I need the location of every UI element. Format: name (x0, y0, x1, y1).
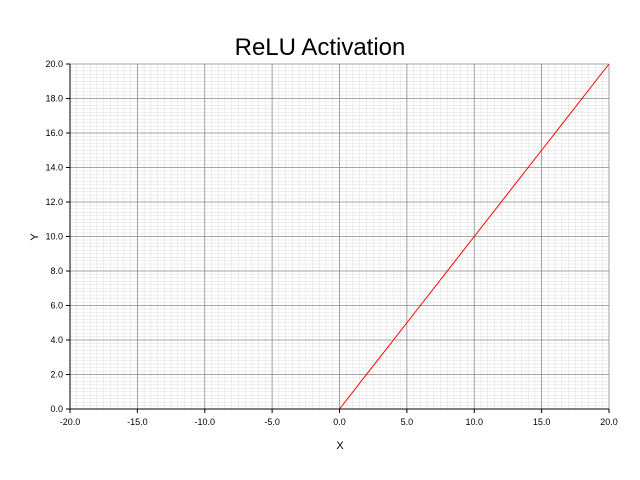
y-tick-label: 6.0 (50, 301, 63, 311)
x-tick-label: -15.0 (127, 417, 148, 427)
y-axis-label: Y (29, 233, 41, 241)
y-tick-label: 20.0 (45, 59, 63, 69)
y-tick-label: 0.0 (50, 404, 63, 414)
x-tick-label: 10.0 (465, 417, 483, 427)
x-tick-label: 5.0 (401, 417, 414, 427)
y-tick-label: 12.0 (45, 197, 63, 207)
x-tick-label: -5.0 (264, 417, 280, 427)
y-tick-label: 14.0 (45, 163, 63, 173)
x-tick-label: 0.0 (333, 417, 346, 427)
y-tick-label: 4.0 (50, 335, 63, 345)
y-tick-label: 10.0 (45, 232, 63, 242)
y-tick-label: 18.0 (45, 94, 63, 104)
x-tick-label: 15.0 (533, 417, 551, 427)
x-tick-label: 20.0 (600, 417, 618, 427)
y-axis-ticks: 0.0 2.0 4.0 6.0 8.0 10.0 12.0 14.0 16.0 18.0 20.0 (45, 59, 70, 414)
x-tick-label: -10.0 (194, 417, 215, 427)
chart-title: ReLU Activation (235, 34, 406, 61)
x-axis-label: X (336, 440, 344, 452)
y-tick-label: 16.0 (45, 128, 63, 138)
y-tick-label: 2.0 (50, 370, 63, 380)
y-tick-label: 8.0 (50, 266, 63, 276)
x-tick-label: -20.0 (60, 417, 81, 427)
x-axis-ticks: -20.0 -15.0 -10.0 -5.0 0.0 5.0 10.0 15.0 20.0 (60, 409, 618, 427)
